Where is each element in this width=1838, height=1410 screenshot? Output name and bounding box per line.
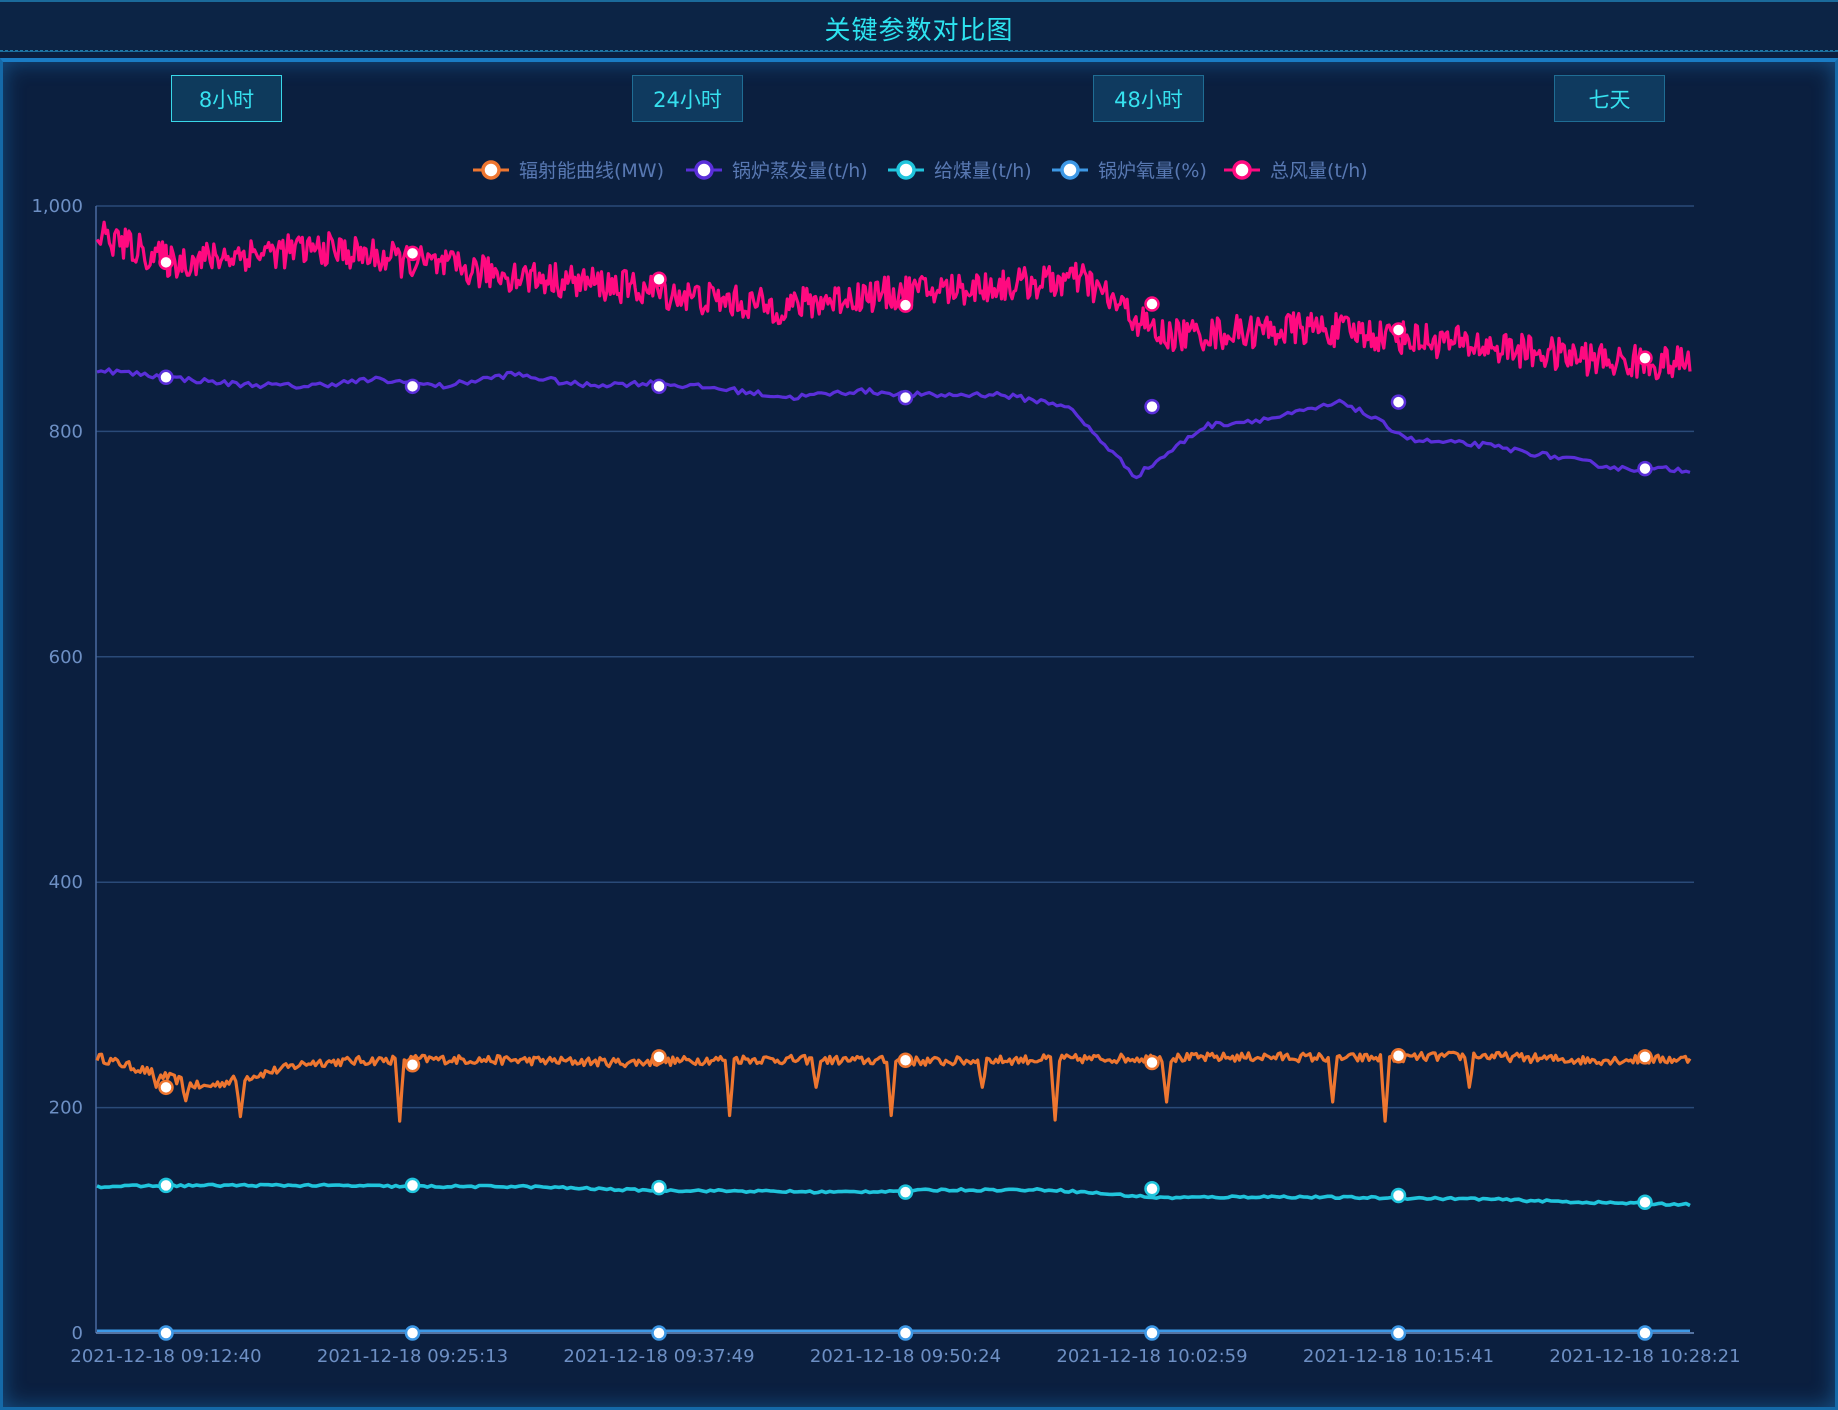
legend-swatch-marker	[481, 160, 501, 180]
page-title: 关键参数对比图	[824, 16, 1014, 46]
data-point-marker[interactable]	[158, 369, 174, 386]
data-point-marker[interactable]	[897, 297, 914, 313]
data-point-marker[interactable]	[158, 1177, 174, 1194]
legend-swatch-marker	[1232, 160, 1252, 180]
x-tick-label: 2021-12-18 09:37:49	[563, 1346, 754, 1367]
legend-label[interactable]: 辐射能曲线(MW)	[519, 160, 664, 182]
series-line	[96, 1182, 1691, 1208]
data-point-marker[interactable]	[1637, 350, 1653, 366]
data-point-marker[interactable]	[1637, 460, 1653, 477]
data-point-marker[interactable]	[1390, 1048, 1407, 1064]
data-point-marker[interactable]	[651, 1049, 667, 1065]
data-point-marker[interactable]	[1144, 296, 1160, 312]
data-point-marker[interactable]	[651, 271, 667, 288]
data-point-marker[interactable]	[158, 1325, 174, 1341]
y-tick-label: 200	[49, 1098, 83, 1119]
data-point-marker[interactable]	[897, 1052, 914, 1069]
data-point-marker[interactable]	[404, 245, 421, 262]
data-point-marker[interactable]	[1390, 322, 1407, 338]
y-tick-label: 600	[49, 647, 83, 668]
x-tick-label: 2021-12-18 10:15:41	[1303, 1346, 1494, 1367]
data-point-marker[interactable]	[1390, 1325, 1407, 1341]
legend-swatch-marker	[694, 160, 714, 180]
y-tick-label: 0	[72, 1323, 83, 1344]
x-tick-label: 2021-12-18 09:25:13	[317, 1346, 508, 1367]
data-point-marker[interactable]	[1144, 398, 1160, 415]
x-tick-label: 2021-12-18 10:28:21	[1549, 1346, 1740, 1367]
data-point-marker[interactable]	[897, 1325, 914, 1341]
legend-label[interactable]: 锅炉蒸发量(t/h)	[732, 160, 868, 182]
data-point-marker[interactable]	[1637, 1325, 1653, 1341]
legend-label[interactable]: 给煤量(t/h)	[934, 160, 1032, 182]
data-point-marker[interactable]	[1390, 1187, 1407, 1204]
data-point-marker[interactable]	[1144, 1180, 1160, 1197]
data-point-marker[interactable]	[404, 1325, 421, 1341]
series-line	[95, 220, 1692, 381]
data-point-marker[interactable]	[1637, 1194, 1653, 1211]
data-point-marker[interactable]	[158, 1079, 174, 1096]
data-point-marker[interactable]	[651, 378, 667, 395]
x-tick-label: 2021-12-18 09:50:24	[810, 1346, 1001, 1367]
data-point-marker[interactable]	[404, 1057, 421, 1073]
data-point-marker[interactable]	[404, 1177, 421, 1194]
y-tick-label: 1,000	[31, 196, 83, 217]
range-button-24h[interactable]: 24小时	[632, 75, 743, 122]
data-point-marker[interactable]	[404, 378, 421, 395]
legend-swatch-marker	[1060, 160, 1080, 180]
data-point-marker[interactable]	[897, 1184, 914, 1200]
data-point-marker[interactable]	[651, 1179, 667, 1196]
data-point-marker[interactable]	[897, 389, 914, 406]
data-point-marker[interactable]	[1637, 1049, 1653, 1065]
range-button-7d[interactable]: 七天	[1554, 75, 1665, 122]
data-point-marker[interactable]	[651, 1325, 667, 1341]
range-button-48h[interactable]: 48小时	[1093, 75, 1204, 122]
y-tick-label: 800	[49, 421, 83, 442]
series-line	[96, 367, 1691, 480]
y-tick-label: 400	[49, 872, 83, 893]
legend-swatch-marker	[896, 160, 916, 180]
data-point-marker[interactable]	[1390, 394, 1407, 410]
data-point-marker[interactable]	[1144, 1325, 1160, 1341]
title-bar: 关键参数对比图	[0, 0, 1838, 52]
title-divider	[0, 50, 1838, 51]
legend-label[interactable]: 总风量(t/h)	[1270, 160, 1368, 182]
series-line	[95, 1050, 1692, 1123]
data-point-marker[interactable]	[1144, 1054, 1160, 1071]
x-tick-label: 2021-12-18 10:02:59	[1056, 1346, 1247, 1367]
data-point-marker[interactable]	[158, 254, 174, 271]
range-button-8h[interactable]: 8小时	[171, 75, 282, 122]
x-tick-label: 2021-12-18 09:12:40	[70, 1346, 261, 1367]
legend-label[interactable]: 锅炉氧量(%)	[1098, 160, 1207, 182]
